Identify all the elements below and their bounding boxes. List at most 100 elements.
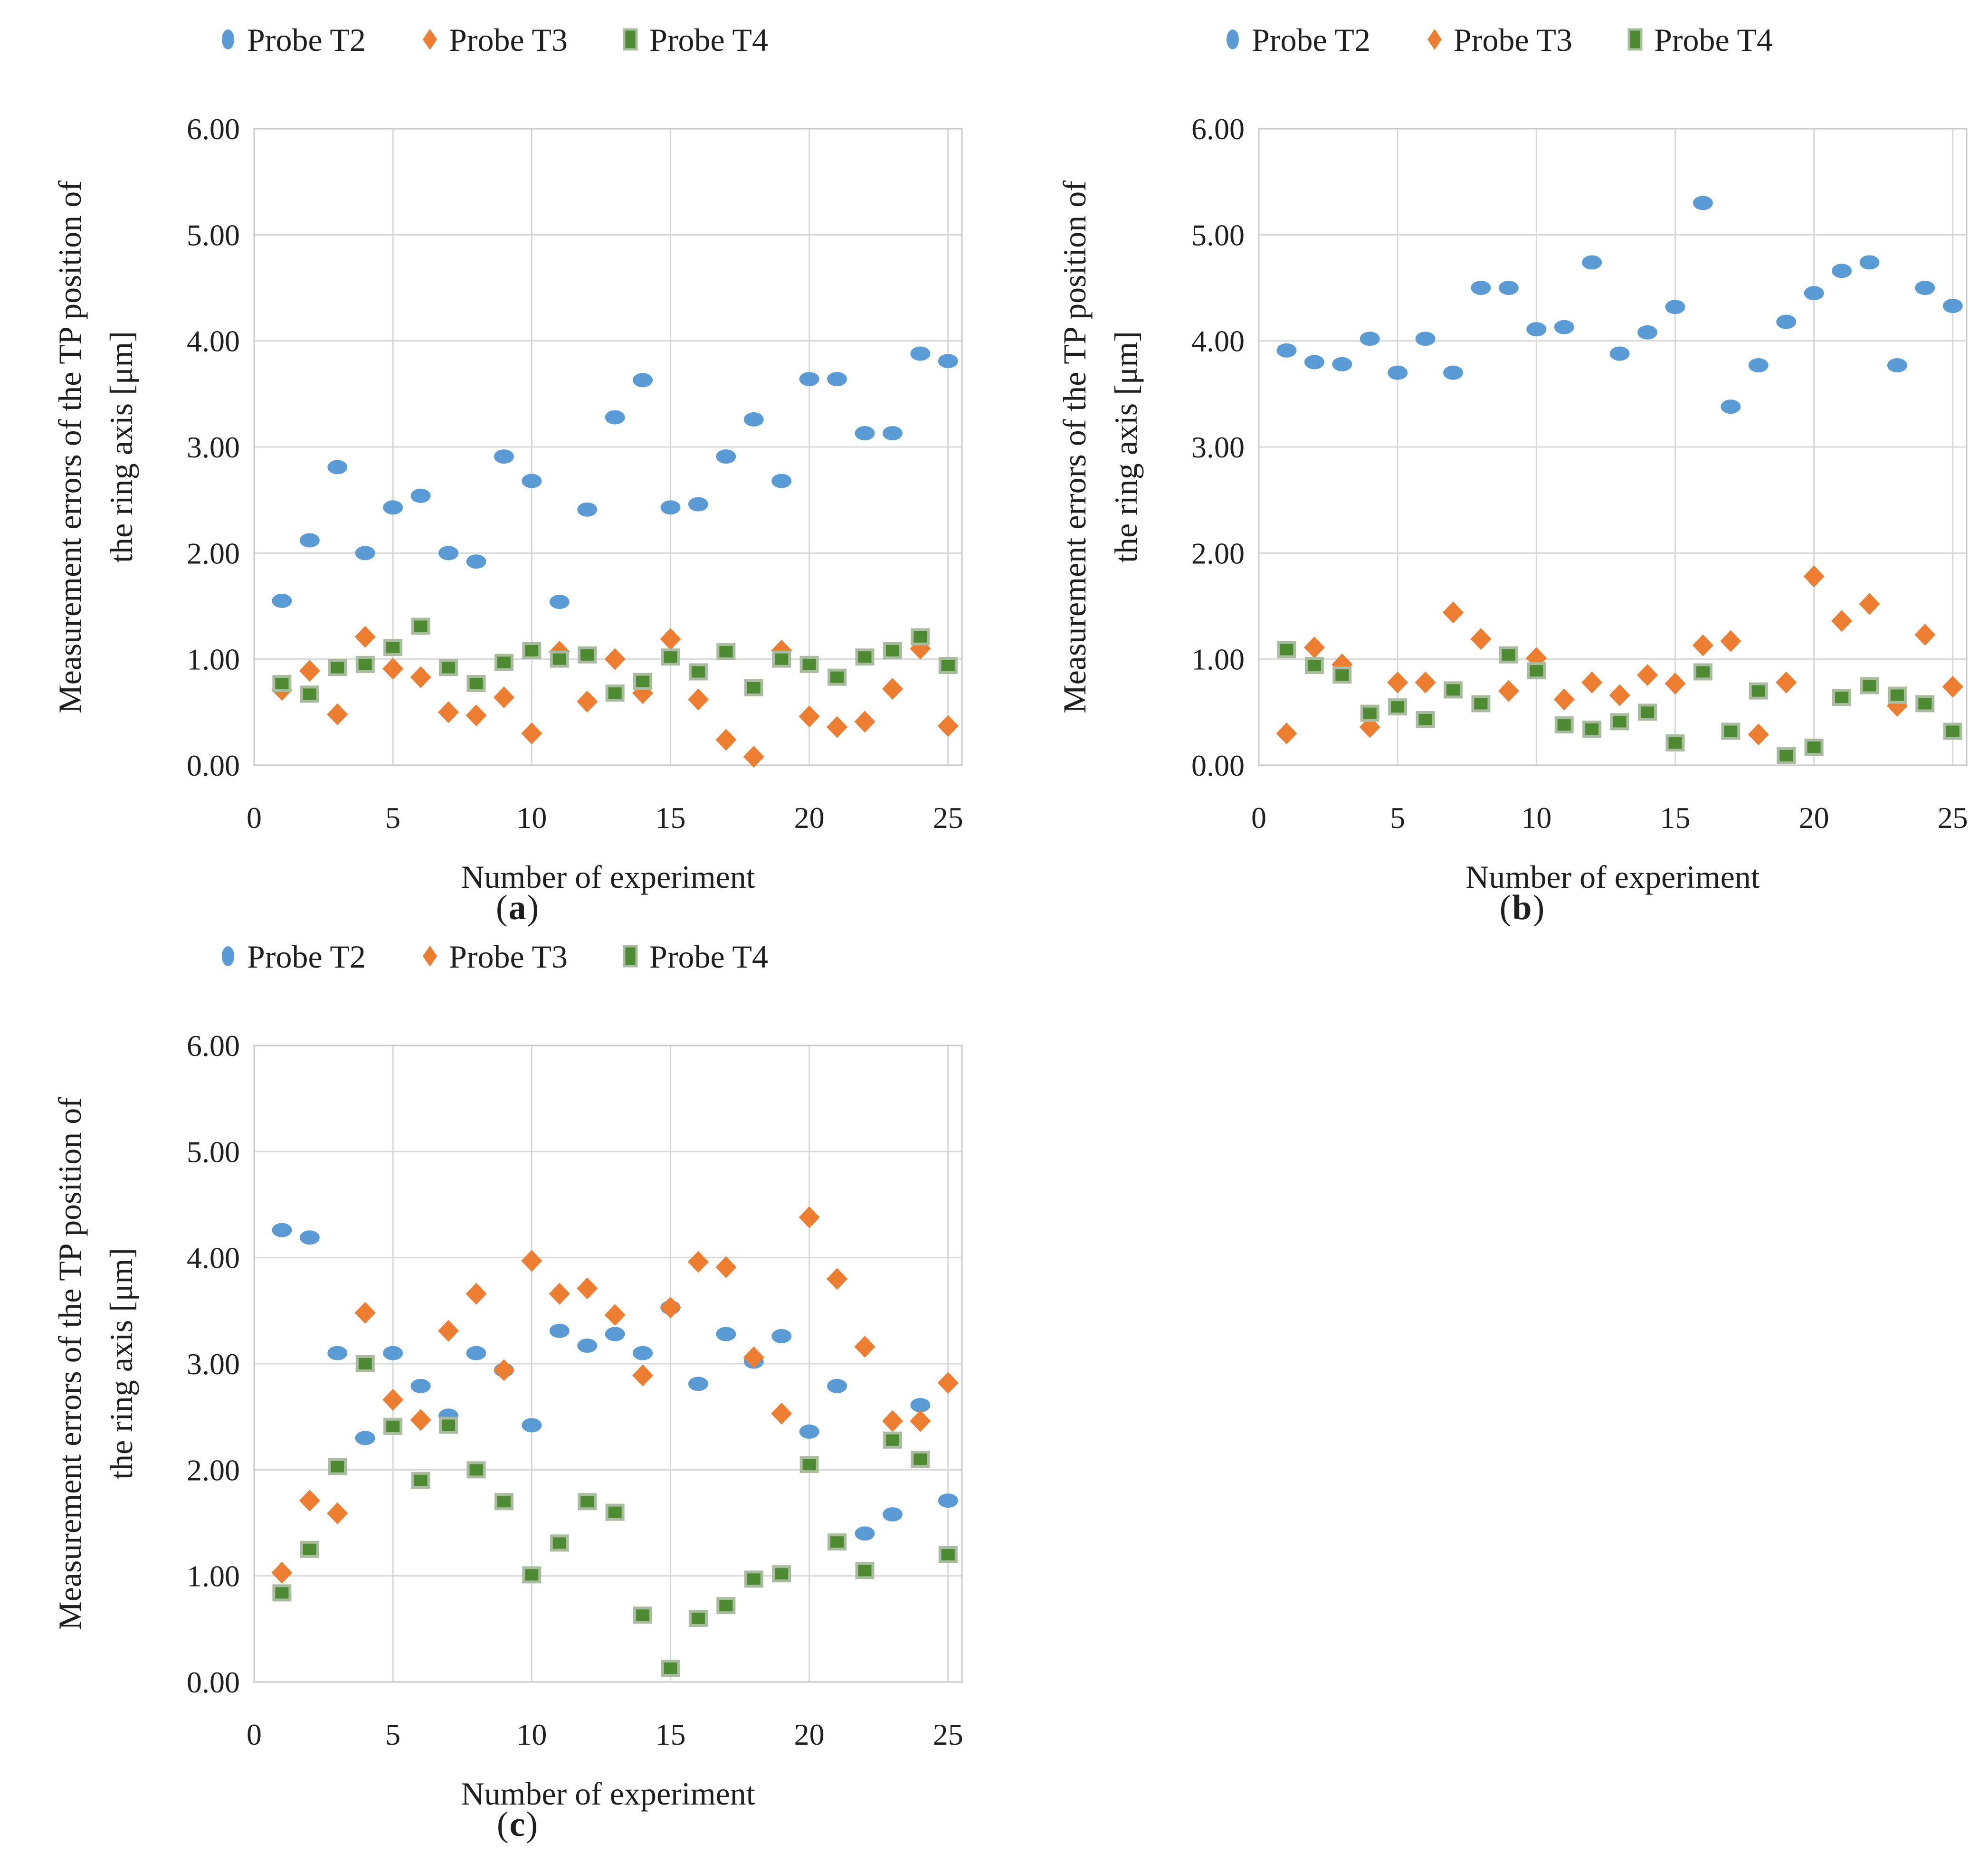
data-point	[1610, 713, 1629, 731]
legend-label: Probe T2	[247, 22, 366, 58]
series-probe-t4	[272, 1355, 958, 1677]
data-point	[466, 675, 486, 693]
data-point	[1859, 593, 1880, 615]
data-point	[1276, 343, 1297, 358]
x-tick-label: 10	[516, 1718, 547, 1751]
data-point	[1887, 686, 1907, 704]
data-point	[1526, 322, 1547, 337]
legend-item-probe-t3: Probe T3	[423, 22, 568, 58]
y-tick-label: 0.00	[187, 1665, 240, 1699]
data-point	[1665, 300, 1685, 314]
data-point	[1777, 747, 1796, 764]
data-point	[272, 675, 292, 693]
data-point	[883, 1431, 902, 1449]
data-point	[1609, 684, 1630, 706]
x-tick-label: 15	[655, 1718, 685, 1751]
data-point	[799, 656, 819, 673]
data-point	[716, 643, 736, 661]
data-point	[827, 372, 847, 387]
data-point	[1443, 601, 1464, 624]
plot-border	[253, 1045, 963, 1683]
data-point	[522, 474, 542, 488]
data-point	[938, 354, 958, 369]
y-tick-label: 2.00	[187, 1453, 240, 1487]
x-tick-label: 5	[1390, 801, 1405, 835]
legend-label: Probe T3	[449, 22, 568, 58]
diamond-legend-icon	[423, 946, 437, 967]
panel-caption-c: (c)	[31, 1805, 1005, 1845]
chart-panel-a: Probe T2 Probe T3 Probe T4 6.00 5.00 4.00 3.00…	[31, 10, 1005, 936]
x-tick-label: 20	[1799, 801, 1829, 835]
y-axis-title-line2: the ring axis [μm]	[103, 1248, 139, 1480]
data-point	[1498, 680, 1519, 702]
data-point	[1637, 325, 1658, 340]
data-point	[438, 546, 459, 561]
caption-paren: (	[496, 1805, 510, 1844]
data-point	[855, 648, 875, 666]
data-point	[883, 642, 902, 659]
data-point	[1416, 711, 1435, 728]
x-tick-label: 5	[385, 1718, 400, 1751]
plot-border	[253, 128, 963, 766]
data-point	[1831, 610, 1853, 632]
data-point	[744, 679, 763, 696]
x-tick-label: 0	[247, 801, 262, 835]
series-probe-t2	[272, 1223, 958, 1541]
data-point	[661, 648, 680, 666]
data-point	[660, 500, 681, 515]
data-point	[354, 1302, 376, 1324]
data-point	[1388, 698, 1408, 716]
data-point	[494, 449, 514, 464]
square-legend-icon	[1627, 28, 1643, 51]
data-point	[411, 1472, 430, 1489]
data-point	[299, 1490, 320, 1512]
data-point	[410, 1378, 431, 1393]
data-point	[382, 1388, 404, 1411]
data-point	[577, 1277, 598, 1300]
data-point	[744, 1570, 763, 1588]
data-point	[855, 426, 875, 440]
data-point	[1581, 671, 1603, 694]
data-point	[550, 650, 569, 668]
grid	[253, 1045, 963, 1683]
data-point	[383, 500, 403, 515]
data-point	[300, 685, 319, 703]
data-point	[411, 618, 430, 635]
y-tick-label: 0.00	[1191, 749, 1245, 782]
data-point	[1804, 286, 1824, 301]
legend-label: Probe T4	[649, 22, 768, 58]
data-point	[910, 346, 931, 361]
legend-item-probe-t2: Probe T2	[222, 22, 366, 58]
legend-item-probe-t4: Probe T4	[1627, 22, 1773, 58]
y-tick-label: 4.00	[1191, 324, 1245, 358]
data-point	[1360, 704, 1379, 722]
data-point	[1444, 681, 1463, 699]
panel-caption-a: (a)	[31, 888, 1005, 928]
data-point	[633, 1606, 653, 1624]
chart-panel-b: Probe T2 Probe T3 Probe T4 6.00 5.00 4.00 3.00…	[1036, 10, 1988, 936]
data-point	[439, 659, 458, 676]
data-point	[1776, 671, 1797, 694]
data-point	[522, 642, 542, 659]
data-point	[438, 701, 459, 723]
data-point	[1387, 671, 1408, 694]
data-point	[1582, 721, 1602, 738]
y-tick-label: 1.00	[187, 643, 240, 676]
y-tick-label: 0.00	[187, 749, 240, 782]
y-tick-label: 6.00	[187, 1029, 240, 1063]
data-point	[827, 1378, 847, 1393]
data-point	[1415, 671, 1436, 694]
data-point	[355, 1431, 375, 1445]
data-point	[1388, 365, 1408, 380]
data-point	[577, 502, 598, 517]
legend-label: Probe T4	[1654, 22, 1773, 58]
legend-item-probe-t3: Probe T3	[1427, 22, 1572, 58]
data-point	[771, 1402, 792, 1425]
plot-border	[1258, 128, 1968, 766]
legend-item-probe-t2: Probe T2	[1227, 22, 1370, 58]
data-point	[550, 1534, 569, 1552]
data-point	[494, 654, 514, 671]
data-point	[937, 1372, 959, 1394]
data-point	[354, 626, 376, 648]
data-point	[328, 1458, 347, 1475]
